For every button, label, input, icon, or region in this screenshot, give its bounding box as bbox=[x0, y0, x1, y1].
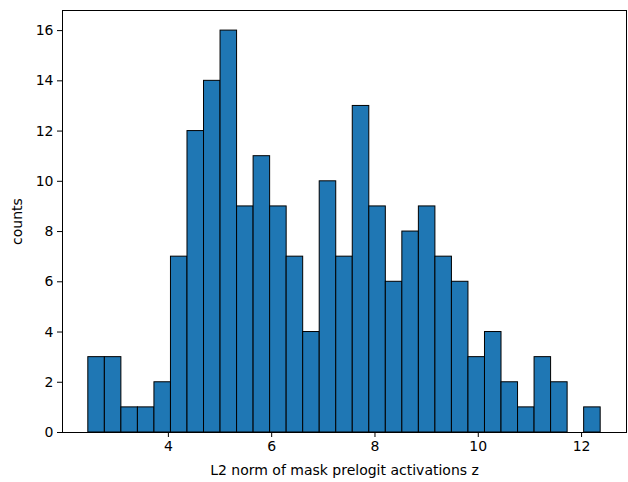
svg-text:10: 10 bbox=[469, 438, 487, 454]
svg-text:14: 14 bbox=[36, 72, 54, 88]
svg-text:10: 10 bbox=[36, 173, 54, 189]
svg-text:8: 8 bbox=[371, 438, 380, 454]
svg-text:12: 12 bbox=[36, 123, 54, 139]
svg-text:0: 0 bbox=[45, 424, 54, 440]
svg-text:12: 12 bbox=[573, 438, 591, 454]
svg-text:2: 2 bbox=[45, 374, 54, 390]
svg-text:8: 8 bbox=[45, 223, 54, 239]
svg-text:L2 norm of mask prelogit activ: L2 norm of mask prelogit activations z bbox=[210, 462, 479, 478]
svg-text:6: 6 bbox=[267, 438, 276, 454]
svg-text:4: 4 bbox=[45, 324, 54, 340]
svg-text:counts: counts bbox=[9, 198, 25, 245]
svg-text:4: 4 bbox=[164, 438, 173, 454]
svg-text:16: 16 bbox=[36, 22, 54, 38]
svg-text:6: 6 bbox=[45, 273, 54, 289]
